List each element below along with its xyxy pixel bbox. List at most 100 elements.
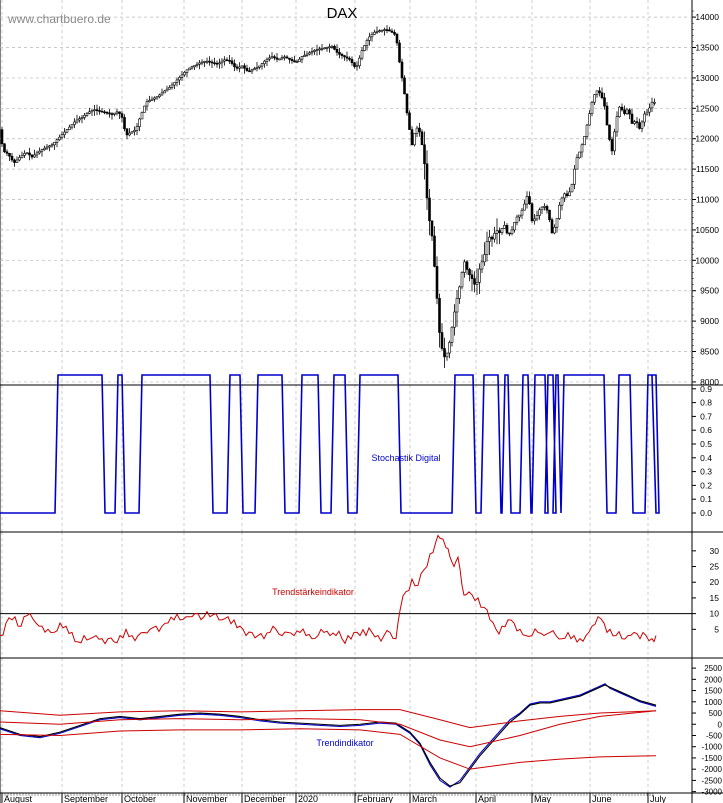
candle-body — [528, 196, 531, 204]
candle-body — [530, 203, 534, 222]
candle-body — [313, 50, 316, 52]
candle-body — [583, 136, 586, 146]
candle-body — [75, 119, 79, 123]
candle-body — [343, 55, 346, 58]
candle-body — [158, 94, 161, 97]
candle-body — [173, 82, 176, 86]
candle-body — [308, 52, 311, 55]
candle-body — [215, 62, 219, 65]
candle-body — [525, 196, 529, 205]
candle-body — [375, 31, 379, 33]
candle-body — [205, 60, 209, 63]
candle-body — [85, 113, 89, 116]
candle-body — [318, 48, 321, 51]
candle-body — [68, 126, 71, 130]
candle-body — [550, 219, 554, 234]
candle-body — [410, 129, 414, 146]
candle-body — [103, 111, 106, 114]
x-month-label: April — [478, 794, 496, 803]
candle-body — [333, 46, 336, 50]
y-tick-label: 8000 — [700, 377, 719, 387]
candle-body — [218, 62, 221, 65]
candle-body — [180, 74, 184, 78]
candle-body — [480, 261, 484, 270]
candle-body — [243, 65, 246, 69]
candle-body — [630, 113, 634, 124]
candle-body — [628, 109, 631, 115]
candle-body — [350, 59, 354, 64]
candle-body — [80, 117, 84, 120]
candle-body — [305, 53, 309, 56]
y-tick-label: -2000 — [702, 765, 723, 774]
candle-body — [453, 311, 456, 328]
y-tick-label: 0 — [718, 720, 723, 729]
y-tick-label: 20 — [710, 577, 720, 587]
candle-body — [413, 133, 416, 146]
candle-body — [335, 49, 339, 53]
candle-body — [255, 66, 259, 69]
x-month-label: July — [650, 794, 667, 803]
x-month-label: May — [534, 794, 552, 803]
candle-body — [240, 65, 244, 68]
candle-body — [23, 153, 26, 156]
candle-body — [123, 117, 126, 130]
candle-body — [90, 110, 94, 113]
candle-body — [198, 62, 201, 65]
candle-body — [253, 68, 256, 71]
y-tick-label: 25 — [710, 562, 720, 572]
candle-body — [45, 146, 49, 149]
candle-body — [535, 215, 539, 220]
candle-body — [423, 144, 426, 165]
candle-body — [113, 112, 116, 115]
candle-body — [340, 54, 344, 56]
candle-body — [168, 87, 171, 90]
x-month-label: October — [124, 794, 156, 803]
candle-body — [593, 94, 596, 103]
y-tick-label: 0.0 — [700, 508, 712, 518]
candle-body — [323, 47, 326, 50]
y-tick-label: 12000 — [695, 134, 719, 144]
candle-body — [408, 112, 411, 130]
y-tick-label: 0.7 — [700, 411, 712, 421]
candle-body — [470, 274, 474, 279]
candle-body — [608, 124, 611, 140]
trendstaerke-label: Trendstärkeindikator — [272, 587, 354, 597]
y-tick-label: 0.9 — [700, 384, 712, 394]
candle-body — [478, 268, 481, 283]
y-tick-label: -1500 — [702, 754, 723, 763]
candle-body — [570, 184, 574, 193]
candle-body — [223, 59, 226, 62]
candle-body — [398, 42, 401, 63]
candle-body — [213, 62, 216, 65]
candle-body — [338, 52, 341, 55]
candle-body — [355, 65, 359, 68]
candle-body — [40, 149, 44, 152]
y-tick-label: 1500 — [704, 687, 722, 696]
candle-body — [285, 56, 289, 59]
candle-body — [43, 147, 46, 150]
candle-body — [208, 60, 211, 63]
candle-body — [118, 111, 121, 114]
candle-body — [568, 191, 571, 197]
candle-body — [18, 157, 21, 161]
candle-body — [50, 144, 54, 147]
candle-body — [258, 65, 261, 68]
candle-body — [365, 40, 369, 46]
candle-body — [545, 206, 549, 211]
candle-body — [105, 111, 109, 114]
x-month-label: February — [357, 794, 394, 803]
candle-body — [520, 209, 524, 216]
x-month-label: August — [4, 794, 33, 803]
candle-body — [450, 326, 454, 343]
candle-body — [380, 29, 384, 32]
candle-body — [230, 60, 234, 64]
trendindikator-series-1 — [0, 683, 657, 788]
candle-body — [610, 139, 614, 152]
candle-body — [163, 90, 166, 94]
candle-body — [178, 77, 181, 81]
y-tick-label: 8500 — [700, 347, 719, 357]
candle-body — [260, 63, 264, 67]
y-tick-label: 5 — [714, 624, 719, 634]
candle-body — [638, 122, 641, 129]
